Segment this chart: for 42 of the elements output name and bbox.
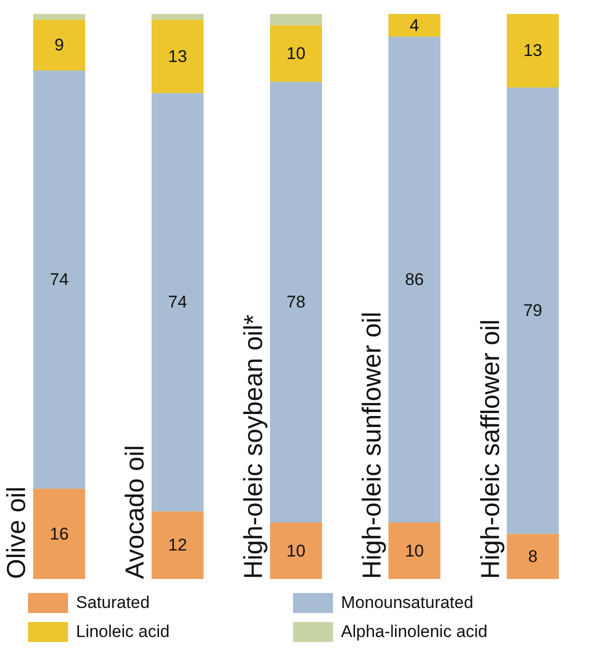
bar (270, 25, 322, 82)
bar (270, 82, 322, 522)
legend-label: Alpha-linolenic acid (341, 622, 488, 642)
bar (388, 14, 440, 37)
data-label: 8 (528, 546, 538, 566)
bar (152, 511, 204, 579)
data-label: 86 (404, 270, 424, 290)
x-tick-label: High-oleic soybean oil* (238, 314, 268, 579)
data-label: 74 (50, 270, 69, 290)
x-tick-label: High-oleic sunflower oil (356, 312, 386, 579)
bar (33, 20, 86, 70)
data-label: 16 (50, 524, 69, 544)
data-label: 79 (523, 301, 542, 320)
legend-label: Saturated (76, 593, 150, 613)
bar (152, 20, 204, 94)
data-label: 78 (286, 292, 306, 312)
data-label: 13 (523, 41, 542, 60)
data-label: 74 (168, 292, 188, 312)
data-label: 13 (168, 46, 188, 66)
bar (33, 70, 86, 489)
x-tick-label: Avocado oil (120, 445, 150, 579)
data-label: 10 (286, 541, 306, 560)
data-label: 10 (404, 541, 424, 560)
bar (388, 36, 440, 522)
bar (506, 87, 559, 534)
x-tick-label: High-oleic safflower oil (474, 319, 505, 579)
data-label: 10 (286, 44, 306, 64)
data-label: 12 (168, 536, 188, 555)
bar (388, 522, 440, 579)
bar (270, 14, 322, 26)
bar (152, 14, 204, 20)
bar (152, 93, 204, 512)
legend-label: Monounsaturated (341, 593, 474, 613)
data-label: 9 (54, 36, 64, 55)
bar (506, 14, 559, 88)
bar (33, 14, 86, 20)
data-label: 4 (410, 16, 420, 35)
bar (33, 488, 86, 579)
bar (506, 534, 559, 579)
legend-label: Linoleic acid (76, 622, 170, 642)
x-tick-label: Olive oil (1, 486, 32, 579)
bar (270, 522, 322, 579)
